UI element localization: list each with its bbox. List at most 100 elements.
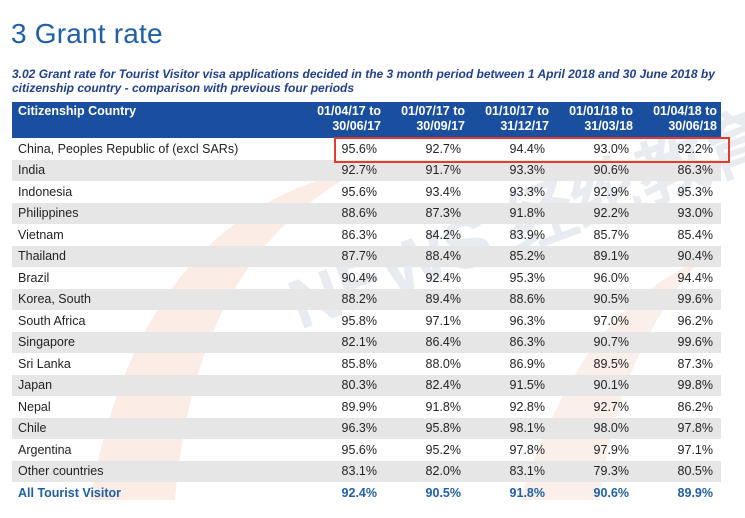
country-cell: Sri Lanka — [18, 356, 71, 371]
table-row: Indonesia 95.6% 93.4% 93.3% 92.9% 95.3% — [12, 181, 721, 203]
table-row: India 92.7% 91.7% 93.3% 90.6% 86.3% — [12, 159, 721, 181]
rate-cell: 92.7% — [341, 163, 377, 178]
country-cell: South Africa — [18, 313, 86, 328]
country-cell: Chile — [18, 421, 47, 436]
rate-cell: 94.4% — [509, 141, 545, 156]
table-row: South Africa 95.8% 97.1% 96.3% 97.0% 96.2% — [12, 310, 721, 332]
rate-cell: 86.4% — [425, 335, 461, 350]
rate-cell: 79.3% — [593, 464, 629, 479]
rate-cell: 82.1% — [341, 335, 377, 350]
country-cell: Indonesia — [18, 184, 73, 199]
rate-cell: 99.6% — [677, 292, 713, 307]
rate-cell: 92.7% — [425, 141, 461, 156]
country-cell: Argentina — [18, 442, 72, 457]
country-cell: Nepal — [18, 399, 51, 414]
rate-cell: 80.5% — [677, 464, 713, 479]
table-row: Singapore 82.1% 86.4% 86.3% 90.7% 99.6% — [12, 331, 721, 353]
rate-cell: 88.2% — [341, 292, 377, 307]
table-row: Brazil 90.4% 92.4% 95.3% 96.0% 94.4% — [12, 267, 721, 289]
table-row: Other countries 83.1% 82.0% 83.1% 79.3% 80.5% — [12, 460, 721, 482]
rate-cell: 92.4% — [425, 270, 461, 285]
rate-cell: 93.3% — [509, 163, 545, 178]
country-cell: Philippines — [18, 206, 79, 221]
rate-cell: 95.3% — [509, 270, 545, 285]
rate-cell: 89.9% — [341, 399, 377, 414]
rate-cell: 88.6% — [509, 292, 545, 307]
rate-cell: 93.3% — [509, 184, 545, 199]
rate-cell: 87.3% — [677, 356, 713, 371]
rate-cell: 87.7% — [341, 249, 377, 264]
rate-cell: 86.3% — [341, 227, 377, 242]
total-row: All Tourist Visitor 92.4% 90.5% 91.8% 90… — [12, 482, 721, 504]
rate-cell: 85.8% — [341, 356, 377, 371]
rate-cell: 95.6% — [341, 141, 377, 156]
rate-cell: 98.0% — [593, 421, 629, 436]
table-row: Philippines 88.6% 87.3% 91.8% 92.2% 93.0% — [12, 202, 721, 224]
rate-cell: 86.9% — [509, 356, 545, 371]
rate-cell: 80.3% — [341, 378, 377, 393]
rate-cell: 94.4% — [677, 270, 713, 285]
rate-cell: 91.7% — [425, 163, 461, 178]
rate-cell: 86.2% — [677, 399, 713, 414]
rate-cell: 88.6% — [341, 206, 377, 221]
table-row: Nepal 89.9% 91.8% 92.8% 92.7% 86.2% — [12, 396, 721, 418]
country-cell: Thailand — [18, 249, 66, 264]
rate-cell: 88.0% — [425, 356, 461, 371]
country-cell: Other countries — [18, 464, 104, 479]
rate-cell: 97.0% — [593, 313, 629, 328]
rate-cell: 92.8% — [509, 399, 545, 414]
total-value: 90.5% — [425, 485, 461, 500]
rate-cell: 95.3% — [677, 184, 713, 199]
rate-cell: 92.2% — [593, 206, 629, 221]
rate-cell: 96.3% — [341, 421, 377, 436]
rate-cell: 99.6% — [677, 335, 713, 350]
rate-cell: 97.1% — [425, 313, 461, 328]
country-cell: Singapore — [18, 335, 75, 350]
rate-cell: 93.0% — [677, 206, 713, 221]
rate-cell: 87.3% — [425, 206, 461, 221]
header-period-2: 01/07/17 to 30/09/17 — [401, 104, 465, 133]
rate-cell: 85.7% — [593, 227, 629, 242]
rate-cell: 84.2% — [425, 227, 461, 242]
table-row: Sri Lanka 85.8% 88.0% 86.9% 89.5% 87.3% — [12, 353, 721, 375]
country-cell: Vietnam — [18, 227, 64, 242]
rate-cell: 90.1% — [593, 378, 629, 393]
grant-rate-table: Citizenship Country 01/04/17 to 30/06/17… — [12, 102, 721, 504]
table-header: Citizenship Country 01/04/17 to 30/06/17… — [12, 102, 721, 138]
rate-cell: 93.0% — [593, 141, 629, 156]
rate-cell: 90.6% — [593, 163, 629, 178]
rate-cell: 90.4% — [341, 270, 377, 285]
rate-cell: 99.8% — [677, 378, 713, 393]
table-caption: 3.02 Grant rate for Tourist Visitor visa… — [12, 67, 715, 95]
rate-cell: 93.4% — [425, 184, 461, 199]
rate-cell: 95.8% — [341, 313, 377, 328]
rate-cell: 86.3% — [509, 335, 545, 350]
rate-cell: 96.2% — [677, 313, 713, 328]
rate-cell: 85.2% — [509, 249, 545, 264]
rate-cell: 90.4% — [677, 249, 713, 264]
rate-cell: 85.4% — [677, 227, 713, 242]
rate-cell: 91.8% — [509, 206, 545, 221]
rate-cell: 83.1% — [509, 464, 545, 479]
rate-cell: 91.5% — [509, 378, 545, 393]
country-cell: Brazil — [18, 270, 50, 285]
rate-cell: 89.4% — [425, 292, 461, 307]
rate-cell: 97.1% — [677, 442, 713, 457]
rate-cell: 97.8% — [677, 421, 713, 436]
total-value: 89.9% — [677, 485, 713, 500]
header-period-1: 01/04/17 to 30/06/17 — [317, 104, 381, 133]
total-label: All Tourist Visitor — [18, 485, 122, 500]
rate-cell: 82.4% — [425, 378, 461, 393]
total-value: 90.6% — [593, 485, 629, 500]
rate-cell: 83.1% — [341, 464, 377, 479]
header-period-4: 01/01/18 to 31/03/18 — [569, 104, 633, 133]
table-row: Korea, South 88.2% 89.4% 88.6% 90.5% 99.6% — [12, 288, 721, 310]
table-row: China, Peoples Republic of (excl SARs) 95… — [12, 138, 721, 160]
rate-cell: 82.0% — [425, 464, 461, 479]
rate-cell: 97.9% — [593, 442, 629, 457]
rate-cell: 95.6% — [341, 442, 377, 457]
rate-cell: 88.4% — [425, 249, 461, 264]
rate-cell: 90.7% — [593, 335, 629, 350]
table-row: Vietnam 86.3% 84.2% 83.9% 85.7% 85.4% — [12, 224, 721, 246]
rate-cell: 92.2% — [677, 141, 713, 156]
